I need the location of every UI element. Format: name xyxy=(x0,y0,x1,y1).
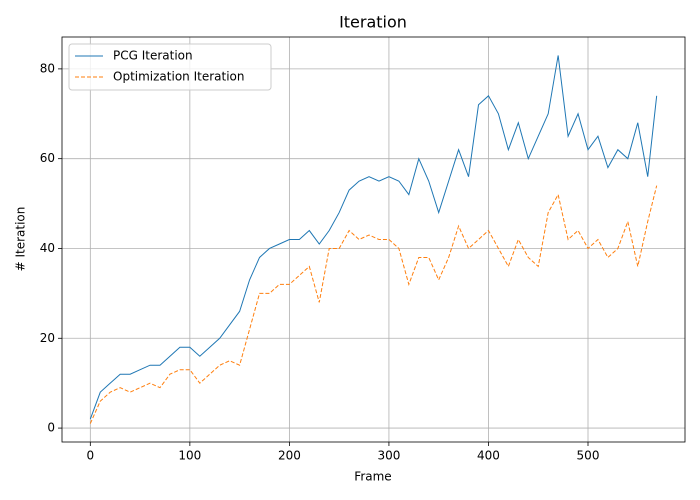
x-tick-label: 300 xyxy=(377,449,400,463)
series-line xyxy=(89,185,658,424)
y-tick-label: 80 xyxy=(40,61,55,75)
legend-box xyxy=(68,43,272,91)
x-tick-label: 100 xyxy=(178,449,201,463)
chart-title: Iteration xyxy=(339,13,407,32)
y-tick-label: 0 xyxy=(47,421,55,435)
legend-label: PCG Iteration xyxy=(113,49,193,63)
x-tick-label: 200 xyxy=(278,449,301,463)
series-line xyxy=(89,55,658,420)
y-tick-label: 60 xyxy=(40,151,55,165)
x-tick-label: 400 xyxy=(477,449,500,463)
legend-label: Optimization Iteration xyxy=(113,70,244,84)
x-tick-label: 0 xyxy=(86,449,94,463)
plot-frame xyxy=(61,36,686,443)
x-tick-label: 500 xyxy=(577,449,600,463)
y-tick-label: 40 xyxy=(40,241,55,255)
y-axis-label: # Iteration xyxy=(14,207,28,272)
y-tick-label: 20 xyxy=(40,331,55,345)
x-axis-label: Frame xyxy=(354,470,391,484)
